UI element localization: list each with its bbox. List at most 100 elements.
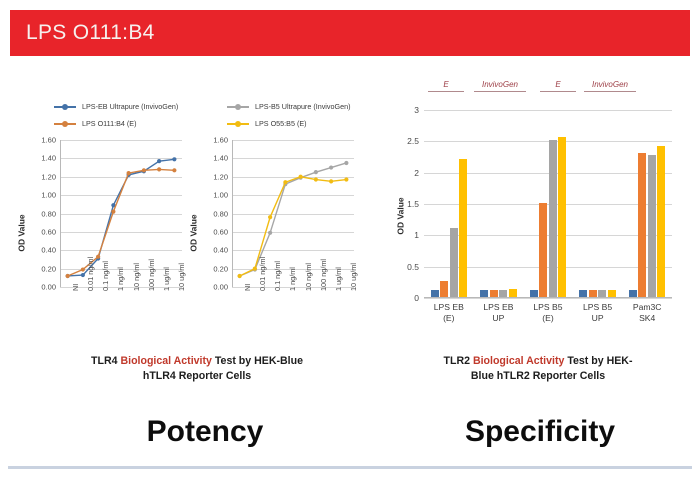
legend-marker-icon: [227, 120, 249, 128]
x-axis-tick-label: NI: [70, 283, 80, 291]
bar: [628, 290, 637, 298]
annotation-underline: [540, 91, 576, 92]
y-axis-tick-label: 2.5: [407, 136, 419, 147]
bar: [440, 281, 449, 298]
annotation-underline: [428, 91, 464, 92]
data-point: [126, 170, 131, 176]
bar: [579, 290, 588, 298]
data-point: [157, 167, 162, 172]
data-point: [111, 203, 116, 208]
gridline: [232, 231, 354, 233]
bar: [459, 158, 468, 298]
x-axis-tick-label: LPS EB UP: [474, 302, 524, 324]
x-tick-line2: UP: [492, 313, 505, 323]
gridline: [424, 298, 672, 299]
series-line: [67, 158, 175, 277]
bottom-divider: [8, 466, 692, 469]
data-point: [237, 273, 242, 279]
y-axis-tick-label: 0.40: [41, 245, 56, 255]
x-axis-line: [424, 297, 672, 298]
gridline: [60, 268, 182, 270]
x-axis-tick-label: 10 ng/ml: [131, 263, 141, 291]
bar-top-annotation-invivogen-1: InvivoGen: [474, 80, 526, 92]
bar: [647, 154, 656, 298]
y-axis-tick-label: 0.20: [41, 264, 56, 274]
gridline: [60, 287, 182, 288]
gridline: [232, 176, 354, 178]
y-axis-tick-label: 0.80: [213, 209, 228, 218]
y-axis-title: OD Value: [395, 197, 406, 235]
data-point: [80, 272, 85, 278]
gridline: [232, 195, 354, 197]
x-axis-tick-label: 0.01 ng/ml: [257, 256, 267, 291]
gridline: [424, 266, 672, 268]
gridline: [424, 235, 672, 237]
gridline: [424, 204, 672, 205]
bar: [480, 290, 489, 298]
data-point: [172, 168, 177, 173]
page-title: LPS O111:B4: [26, 21, 155, 44]
data-point: [313, 170, 318, 175]
data-point: [283, 180, 288, 185]
caption-line2: Blue hTLR2 Reporter Cells: [470, 370, 606, 382]
caption-post: Test by HEK-Blue: [211, 355, 303, 367]
bar: [539, 202, 548, 298]
legend-label: LPS-B5 Ultrapure (InvivoGen): [255, 102, 351, 111]
gridline: [424, 110, 672, 111]
bar-top-annotation-e-1: E: [428, 80, 464, 92]
x-tick-line1: Pam3C: [632, 302, 662, 312]
data-point: [329, 165, 334, 170]
bar-top-annotation-invivogen-2: InvivoGen: [584, 80, 636, 92]
title-banner: LPS O111:B4: [10, 10, 690, 56]
y-axis-tick-label: 0.00: [41, 282, 56, 292]
legend-marker-icon: [54, 103, 76, 111]
gridline: [232, 287, 354, 288]
x-axis-tick-label: LPS B5 UP: [573, 302, 623, 324]
x-axis-tick-label: Pam3C SK4: [622, 302, 672, 324]
gridline: [60, 195, 182, 197]
x-axis-tick-label: 0.1 ng/ml: [273, 260, 283, 291]
data-point: [268, 215, 273, 220]
y-axis-tick-label: 1.40: [41, 153, 56, 163]
bar: [430, 290, 439, 298]
legend-item-o55b5: LPS O55:B5 (E): [227, 119, 307, 128]
bar: [499, 290, 508, 298]
line-chart-tlr4-b5: OD Value 0.00 0.20 0.40 0.60 0.80 1.00 1.20 1.4…: [189, 136, 369, 336]
heading-potency: Potency: [146, 415, 264, 448]
legend-marker-icon: [54, 120, 76, 128]
gridline: [232, 140, 354, 141]
data-point: [172, 157, 177, 162]
gridline: [60, 158, 182, 160]
y-axis-tick-label: 1.5: [407, 199, 419, 209]
heading-specificity: Specificity: [464, 415, 616, 448]
y-axis-tick-label: 1.00: [213, 190, 228, 200]
plot-area: 0 0.5 1 1.5 2 2.5 3: [407, 105, 672, 303]
bar: [558, 136, 567, 298]
gridline: [424, 172, 672, 174]
x-tick-line2: UP: [591, 313, 604, 323]
gridline: [424, 141, 672, 143]
y-axis-line: [60, 140, 61, 287]
plot-area: 0.00 0.20 0.40 0.60 0.80 1.00 1.20 1.40 1.60: [213, 136, 354, 292]
y-axis-title: OD Value: [16, 214, 27, 252]
bar: [588, 289, 597, 298]
bar: [607, 289, 616, 298]
plot-area: 0.00 0.20 0.40 0.60 0.80 1.00 1.20 1.40 1.60: [41, 136, 182, 292]
legend-item-b5-ultrapure: LPS-B5 Ultrapure (InvivoGen): [227, 102, 350, 111]
left-panel: LPS-EB Ultrapure (InvivoGen) LPS O111:B4…: [17, 92, 372, 402]
y-axis-tick-label: 0.20: [213, 264, 228, 274]
series-line: [239, 176, 347, 277]
data-point: [252, 266, 257, 271]
legend-label: LPS O55:B5 (E): [255, 119, 307, 128]
legend-label: LPS-EB Ultrapure (InvivoGen): [82, 102, 179, 111]
x-axis-tick-label: LPS EB (E): [424, 302, 474, 324]
data-point: [111, 209, 116, 214]
x-tick-line1: LPS B5: [583, 302, 613, 312]
x-axis-tick-label: NI: [242, 283, 252, 291]
y-axis-tick-label: 0.5: [407, 261, 419, 272]
caption-pre: TLR2: [443, 355, 473, 367]
annotation-label: InvivoGen: [591, 80, 629, 89]
data-point: [80, 267, 85, 272]
data-point: [329, 179, 334, 184]
x-tick-line1: LPS EB: [483, 302, 514, 312]
